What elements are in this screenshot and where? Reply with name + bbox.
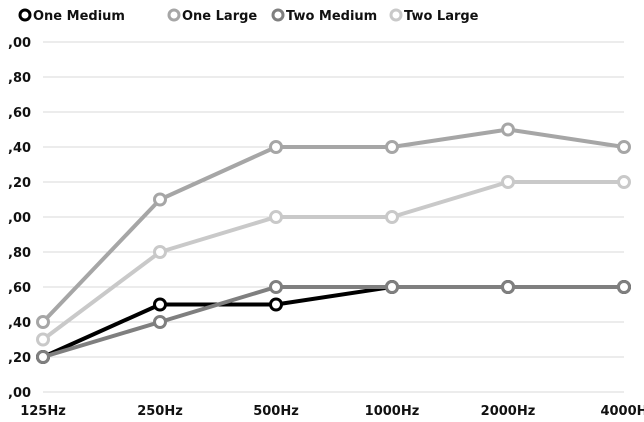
x-tick-label: 250Hz [137,404,183,419]
data-point [269,280,283,294]
data-point [617,175,631,189]
legend-label: One Medium [33,9,125,24]
series [36,175,631,347]
x-tick-label: 4000H [600,404,644,419]
legend-marker [18,8,32,22]
x-tick-label: 125Hz [20,404,66,419]
legend-label: One Large [182,9,257,24]
legend-label: Two Medium [286,9,377,24]
data-point [269,140,283,154]
data-point [36,332,50,347]
series-group [36,122,631,364]
y-tick-label: ,20 [8,351,31,366]
data-point [501,280,515,294]
data-point [385,280,399,294]
x-tick-label: 2000Hz [481,404,536,419]
data-point [36,350,50,364]
x-tick-label: 500Hz [253,404,299,419]
y-tick-label: ,00 [8,211,31,226]
y-tick-label: ,80 [8,71,31,86]
legend-item: One Large [167,8,257,24]
legend-item: Two Medium [271,8,377,24]
y-tick-label: ,00 [8,36,31,51]
data-point [269,297,283,312]
data-point [385,210,399,224]
data-point [501,175,515,189]
legend-item: One Medium [18,8,125,24]
legend: One Medium One Large Two Medium Two Large [18,8,479,24]
y-tick-label: ,40 [8,316,31,331]
legend-label: Two Large [404,9,479,24]
x-axis-ticks: 125Hz 250Hz 500Hz 1000Hz 2000Hz 4000H [20,404,644,419]
legend-marker [167,8,181,22]
series [36,122,631,329]
y-tick-label: ,60 [8,281,31,296]
data-point [385,140,399,154]
data-point [501,122,515,137]
y-tick-label: ,40 [8,141,31,156]
y-axis-ticks: ,00 ,20 ,40 ,60 ,80 ,00 ,20 ,40 ,60 ,80 ,00 [8,36,31,401]
data-point [153,245,167,259]
series-line [42,285,624,359]
data-point [153,192,167,207]
data-point [36,315,50,329]
legend-marker [389,8,403,22]
data-point [153,297,167,312]
legend-item: Two Large [389,8,479,24]
data-point [153,315,167,329]
x-tick-label: 1000Hz [365,404,420,419]
data-point [617,280,631,294]
y-tick-label: ,00 [8,386,31,401]
y-tick-label: ,80 [8,246,31,261]
y-tick-label: ,20 [8,176,31,191]
series-line [41,127,625,324]
data-point [269,210,283,224]
data-point [617,140,631,154]
series [36,280,631,364]
series-line [41,180,624,342]
legend-marker [271,8,285,22]
y-tick-label: ,60 [8,106,31,121]
